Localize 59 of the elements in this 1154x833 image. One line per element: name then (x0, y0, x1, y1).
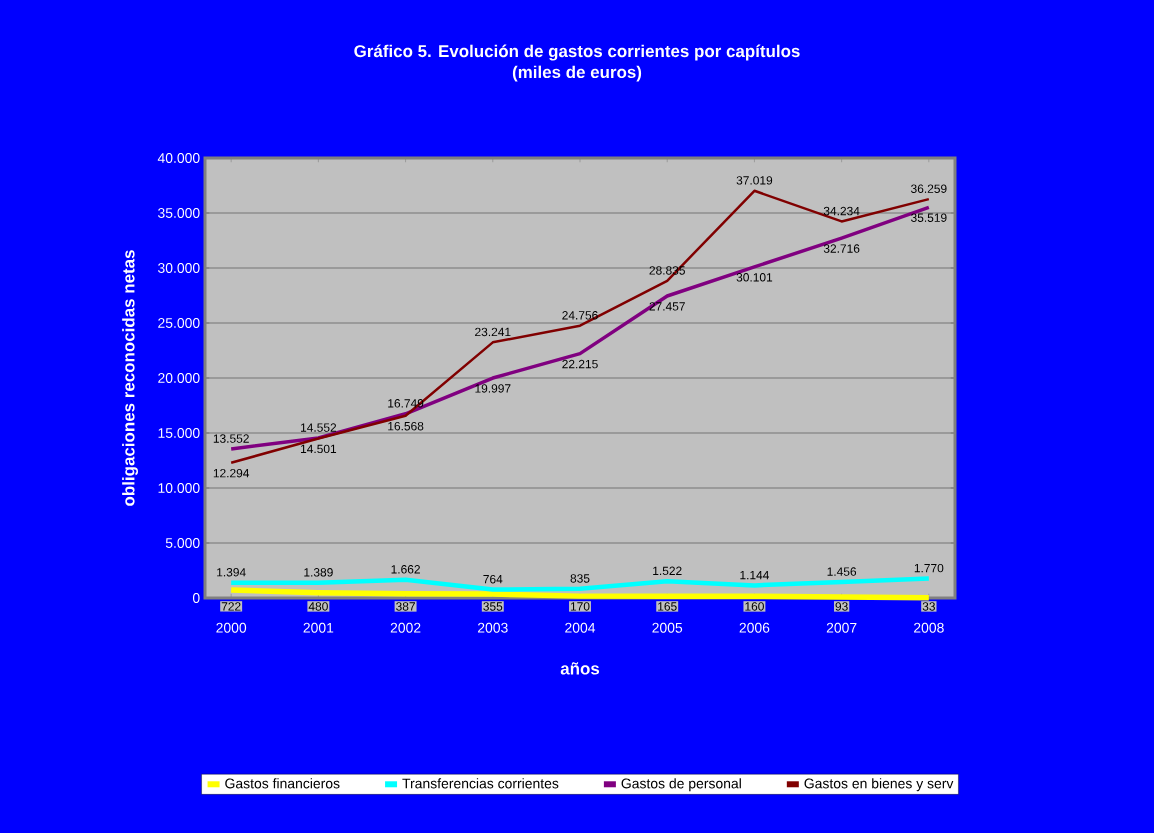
y-tick-label: 35.000 (158, 208, 200, 218)
x-tick-label: 2003 (477, 622, 508, 633)
data-label: 1.522 (653, 566, 682, 576)
x-axis-title: años (560, 662, 600, 675)
y-tick-label: 40.000 (157, 153, 200, 163)
data-label: 37.019 (736, 176, 773, 185)
data-label: 35.519 (911, 213, 947, 222)
y-tick-label: 0 (192, 593, 200, 603)
data-label: 22.215 (562, 359, 598, 369)
y-tick-label: 5.000 (165, 538, 200, 548)
data-label: 34.234 (823, 206, 860, 216)
y-tick-label: 25.000 (158, 318, 200, 328)
data-label: 170 (570, 602, 590, 611)
x-tick-label: 2002 (390, 622, 421, 633)
chart-title: Gráfico 5. Evolución de gastos corrientes por capítulos (354, 44, 800, 61)
x-tick-label: 2008 (914, 622, 944, 633)
y-tick-label: 15.000 (158, 428, 200, 438)
data-label: 30.101 (736, 273, 773, 282)
data-label: 1.662 (391, 565, 420, 574)
data-label: 12.294 (213, 468, 250, 478)
y-axis-title: obligaciones reconocidas netas (122, 250, 138, 506)
data-label: 160 (745, 602, 764, 611)
legend-label: Gastos en bienes y serv (804, 778, 954, 792)
x-tick-label: 2004 (565, 622, 596, 633)
data-label: 387 (396, 602, 415, 611)
data-label: 32.716 (823, 244, 860, 253)
data-label: 16.568 (388, 421, 424, 431)
data-label: 24.756 (562, 311, 598, 320)
data-label: 14.501 (301, 444, 337, 454)
data-label: 13.552 (213, 434, 249, 443)
x-tick-label: 2001 (303, 622, 334, 633)
data-label: 33 (922, 602, 935, 611)
data-label: 1.389 (304, 568, 333, 577)
x-tick-label: 2006 (739, 622, 770, 633)
data-label: 1.394 (217, 568, 246, 577)
legend-label: Transferencias corrientes (402, 778, 559, 789)
x-tick-label: 2005 (652, 622, 683, 633)
x-tick-label: 2000 (216, 622, 247, 633)
data-label: 1.770 (914, 563, 944, 573)
data-label: 355 (483, 602, 503, 611)
y-tick-label: 20.000 (158, 373, 200, 383)
data-label: 1.456 (827, 567, 857, 576)
data-label: 19.997 (475, 384, 511, 393)
legend-label: Gastos de personal (621, 778, 741, 792)
data-label: 1.144 (740, 571, 770, 580)
data-label: 764 (483, 574, 503, 584)
data-label: 722 (221, 602, 241, 611)
chart-subtitle: (miles de euros) (512, 65, 642, 82)
data-label: 14.552 (301, 423, 337, 432)
data-label: 480 (308, 602, 328, 611)
data-label: 93 (835, 602, 848, 611)
data-label: 835 (570, 574, 590, 583)
x-tick-label: 2007 (826, 622, 857, 633)
data-label: 23.241 (475, 327, 511, 337)
legend-label: Gastos financieros (225, 778, 340, 789)
data-label: 165 (658, 602, 677, 611)
data-label: 36.259 (911, 184, 947, 193)
y-tick-label: 30.000 (158, 263, 200, 273)
y-tick-label: 10.000 (158, 483, 200, 493)
